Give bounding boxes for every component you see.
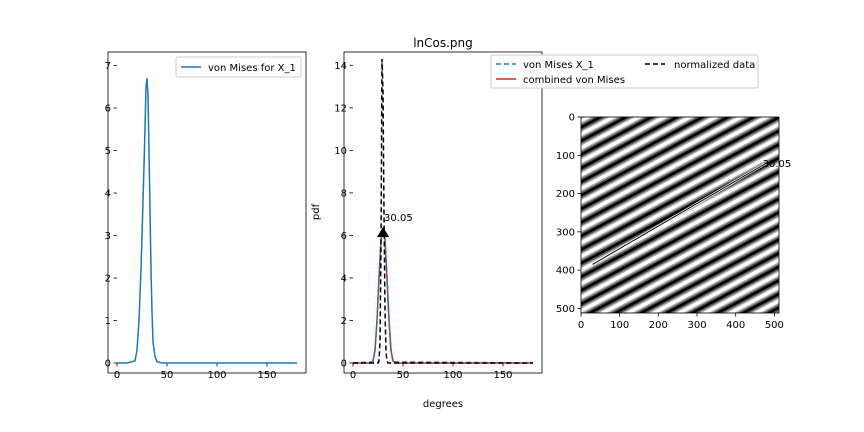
axes-ticks-2: 0 50 100 150 0 2 4 6 8 10 12 14 [334,61,512,381]
x-tick-label: 50 [397,370,410,381]
x-tick-label: 50 [161,370,174,381]
x-tick-label: 0 [114,370,120,381]
legend-label-normalized-data: normalized data [674,60,755,71]
y-tick-label: 14 [334,61,347,72]
y-tick-label: 6 [341,231,347,242]
legend-label-combined-von-mises: combined von Mises [523,75,625,86]
y-tick-label: 3 [105,231,111,242]
annotation-arrow [377,227,390,238]
y-tick-label: 0 [341,359,347,370]
series-line-von-mises-for-x1 [117,78,297,364]
x-tick-label: 300 [687,320,706,331]
legend-box-1 [175,56,302,78]
xlabel-degrees: degrees [423,399,463,410]
x-tick-label: 150 [493,370,512,381]
x-tick-label: 150 [257,370,276,381]
image-angle-label: 30.05 [763,159,792,170]
y-tick-label: 2 [341,316,347,327]
stripe-image [581,117,779,313]
y-tick-label: 200 [556,189,575,200]
x-tick-label: 500 [765,320,784,331]
axes-ticks-1: 0 50 100 150 0 1 2 3 4 5 6 7 [105,61,277,381]
y-tick-label: 10 [334,146,347,157]
y-tick-label: 2 [105,274,111,285]
y-tick-label: 12 [334,103,347,114]
x-tick-label: 200 [649,320,668,331]
y-tick-label: 5 [105,146,111,157]
annotation-peak-label: 30.05 [384,213,413,224]
x-tick-label: 0 [350,370,356,381]
y-tick-label: 400 [556,266,575,277]
x-tick-label: 100 [443,370,462,381]
y-tick-label: 300 [556,227,575,238]
y-tick-label: 1 [105,316,111,327]
axes-frame-2 [343,51,543,374]
axes-frame-1 [107,51,307,374]
y-tick-label: 500 [556,304,575,315]
legend-box-2 [490,54,759,89]
y-tick-label: 0 [569,113,575,124]
panel-von-mises-x1: 0 50 100 150 0 1 2 3 4 5 6 7 von Mises for X_1 [105,51,307,381]
x-tick-label: 100 [610,320,629,331]
orientation-line [592,162,767,265]
panel-pdf: 0 50 100 150 0 2 4 6 8 10 12 14 degrees pdf 30.05 v… [311,51,759,410]
x-tick-label: 0 [578,320,584,331]
legend-1: von Mises for X_1 [175,56,302,78]
y-tick-label: 100 [556,151,575,162]
series-line-normalized-data [353,58,533,364]
y-tick-label: 4 [105,189,111,200]
axes-frame-3 [580,116,780,314]
y-tick-label: 7 [105,61,111,72]
y-tick-label: 0 [105,359,111,370]
y-tick-label: 8 [341,188,347,199]
ylabel-pdf: pdf [311,203,322,220]
figure-title: lnCos.png [413,36,473,50]
legend-label-von-mises-x1: von Mises X_1 [523,60,594,71]
legend-label-von-mises-for-x1: von Mises for X_1 [208,63,296,74]
x-tick-label: 400 [726,320,745,331]
x-tick-label: 100 [207,370,226,381]
y-tick-label: 6 [105,104,111,115]
legend-2: von Mises X_1 combined von Mises normali… [490,54,759,89]
y-tick-label: 4 [341,273,347,284]
